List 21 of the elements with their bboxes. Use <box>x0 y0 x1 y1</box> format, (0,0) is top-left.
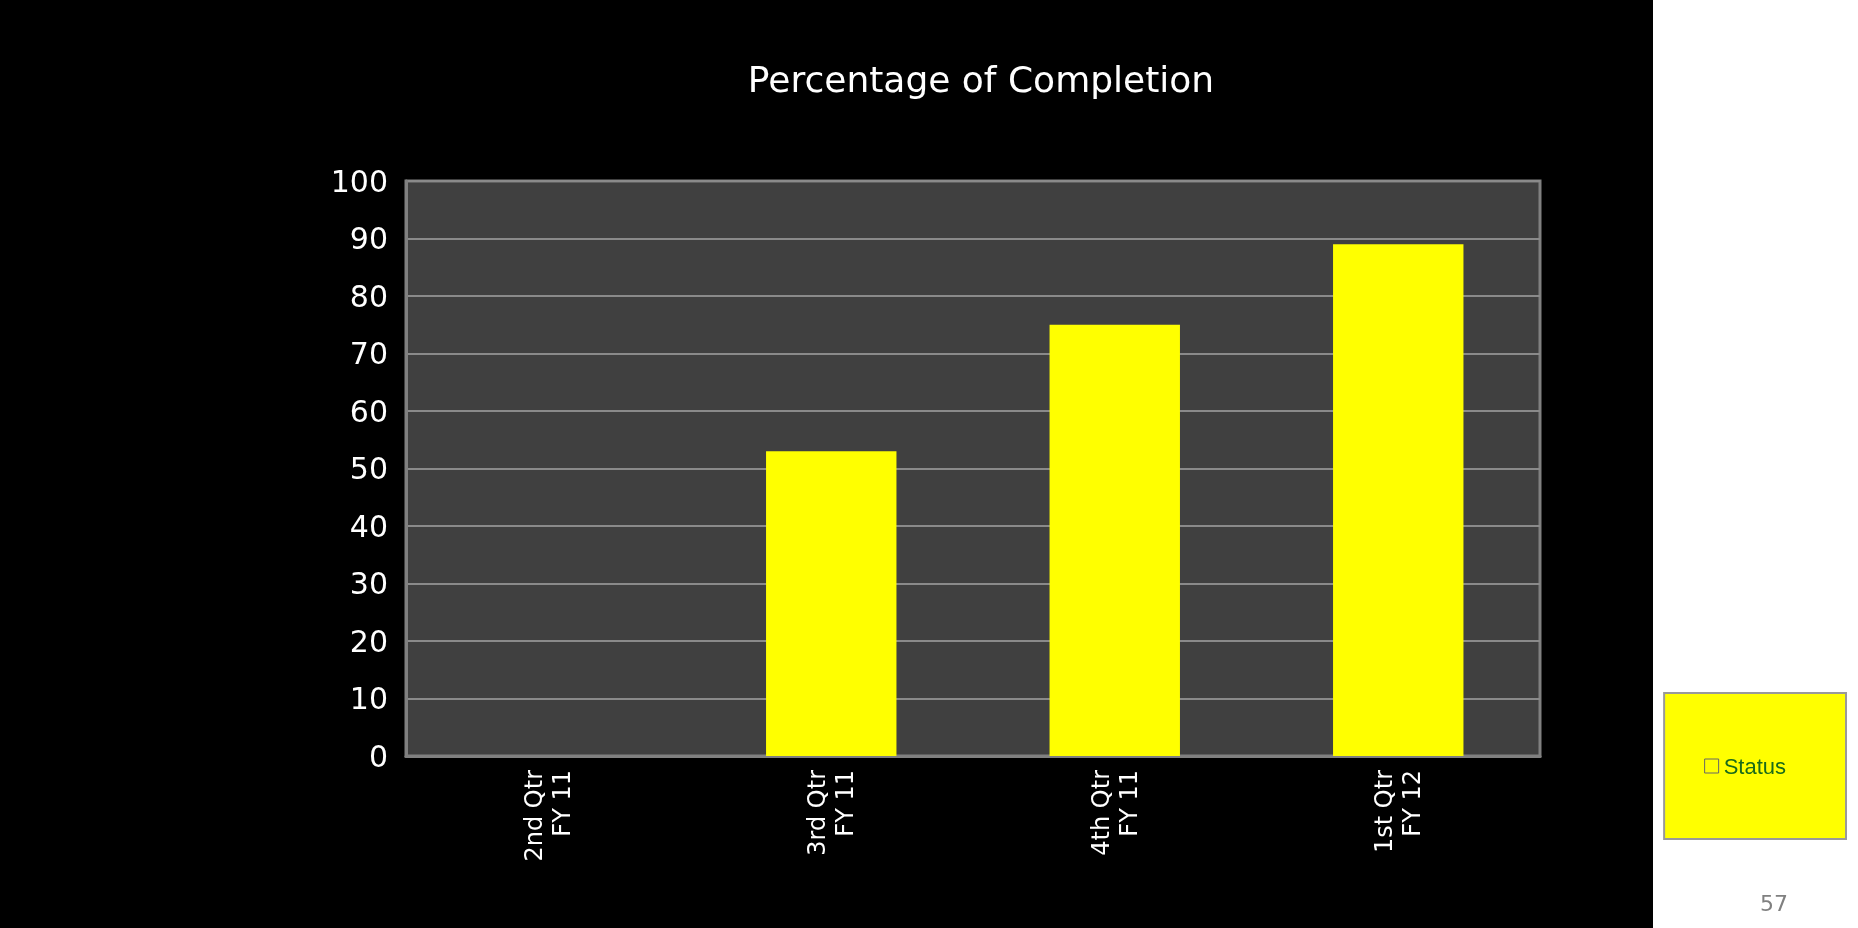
x-tick-label: 2nd Qtr FY 11 <box>519 769 576 862</box>
y-tick-label: 90 <box>349 221 388 256</box>
chart-title: Percentage of Completion <box>747 58 1215 100</box>
legend-label: Status <box>1723 753 1787 779</box>
y-tick-label: 60 <box>349 393 388 429</box>
y-tick-label: 10 <box>349 681 388 716</box>
y-tick-label: 100 <box>330 163 388 199</box>
x-tick-label: 3rd Qtr FY 11 <box>803 769 860 856</box>
y-tick-label: 0 <box>368 738 388 774</box>
text: 57 <box>1760 890 1789 916</box>
y-tick-label: 40 <box>349 508 388 544</box>
x-tick-label: 4th Qtr FY 11 <box>1086 769 1143 856</box>
bar <box>766 451 897 756</box>
y-tick-label: 30 <box>349 566 388 601</box>
x-tick-label: 1st Qtr FY 12 <box>1370 769 1427 853</box>
y-tick-label: 80 <box>349 278 388 314</box>
y-tick-label: 20 <box>349 623 388 659</box>
y-tick-label: 50 <box>349 451 388 486</box>
bar <box>1333 244 1464 756</box>
y-tick-label: 70 <box>349 336 388 371</box>
bar <box>1049 324 1180 756</box>
